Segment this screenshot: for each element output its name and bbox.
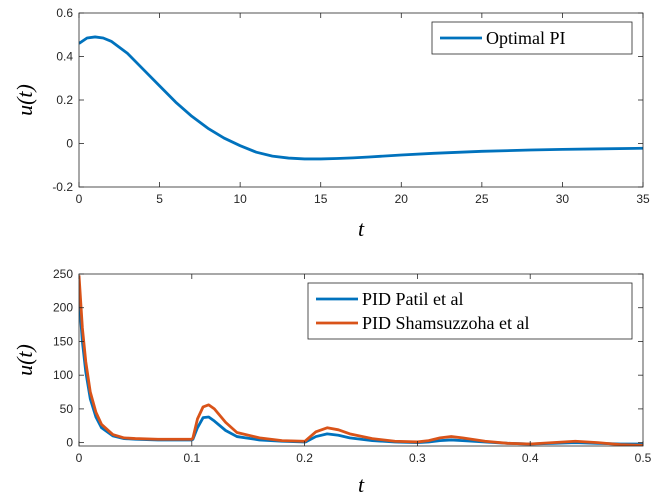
x-tick-label: 0.4 xyxy=(522,451,539,465)
x-tick-label: 0.1 xyxy=(183,451,200,465)
legend: Optimal PI xyxy=(431,21,633,55)
y-tick-label: 0 xyxy=(66,137,73,151)
x-tick-label: 35 xyxy=(636,192,650,206)
legend: PID Patil et al PID Shamsuzzoha et al xyxy=(307,282,633,340)
x-tick-label: 5 xyxy=(156,192,163,206)
y-tick-label: 0.2 xyxy=(56,93,73,107)
x-tick-label: 15 xyxy=(314,192,328,206)
x-tick-label: 0.5 xyxy=(635,451,652,465)
y-axis-label: u(t) xyxy=(12,344,37,376)
y-axis-label: u(t) xyxy=(12,84,37,116)
axes-box xyxy=(78,273,644,447)
series-line-1 xyxy=(79,35,643,161)
x-tick-label: 20 xyxy=(395,192,409,206)
y-tick-label: 0 xyxy=(66,436,73,450)
y-tick-label: 100 xyxy=(53,368,73,382)
y-tick-label: 0.6 xyxy=(56,6,73,20)
y-tick-label: 200 xyxy=(53,301,73,315)
y-tick-label: 250 xyxy=(53,267,73,281)
x-tick-label: 10 xyxy=(233,192,247,206)
legend-label-2: PID Shamsuzzoha et al xyxy=(362,313,529,333)
legend-label-1: Optimal PI xyxy=(486,28,566,48)
x-tick-label: 0.2 xyxy=(296,451,313,465)
y-tick-label: 50 xyxy=(60,402,74,416)
x-tick-label: 0 xyxy=(76,451,83,465)
y-tick-label: 0.4 xyxy=(56,50,73,64)
x-tick-label: 0 xyxy=(76,192,83,206)
x-axis-label: t xyxy=(358,216,365,241)
legend-box xyxy=(307,282,633,340)
x-tick-label: 25 xyxy=(475,192,489,206)
x-axis-label: t xyxy=(358,472,365,497)
subplot-2: 0 0.1 0.2 0.3 0.4 0.5 0 50 100 150 200 250 t u(t) PID … xyxy=(12,267,652,497)
x-tick-label: 0.3 xyxy=(409,451,426,465)
x-tick-label: 30 xyxy=(556,192,570,206)
y-tick-label: -0.2 xyxy=(52,180,73,194)
legend-label-1: PID Patil et al xyxy=(362,289,464,309)
y-tick-label: 150 xyxy=(53,334,73,348)
subplot-1: 0 5 10 15 20 25 30 35-0.200.20.40.6tu(t)Optimal… xyxy=(12,6,650,241)
